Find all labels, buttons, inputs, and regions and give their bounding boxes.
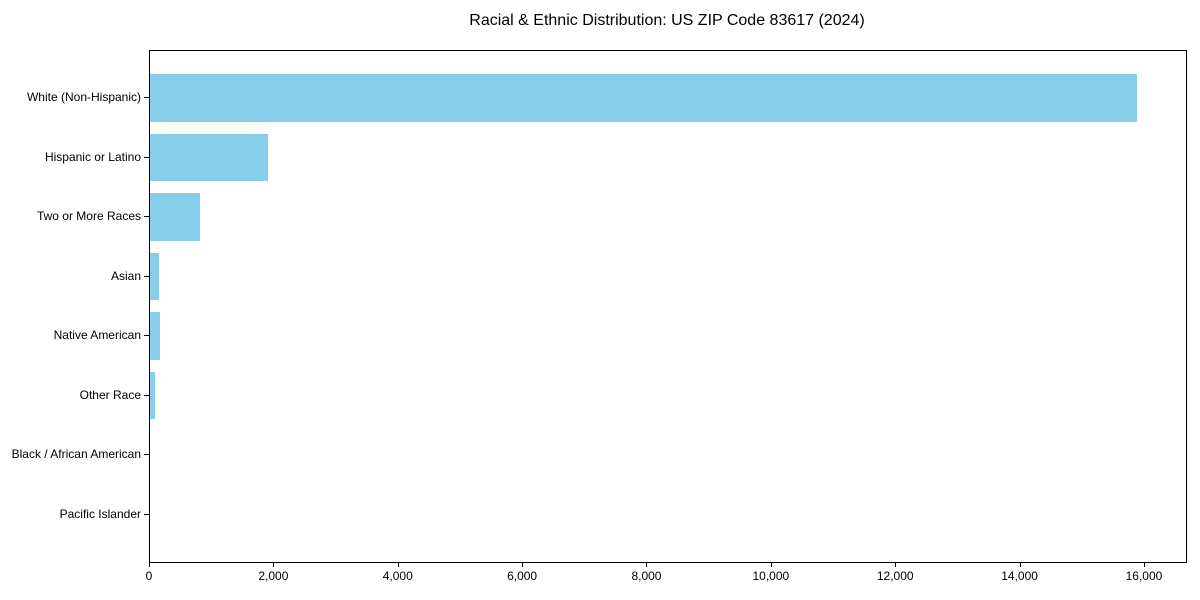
bar-hispanic-or-latino [150, 133, 269, 182]
y-tick-label: Hispanic or Latino [44, 149, 141, 164]
bar-white-non-hispanic [150, 74, 1137, 122]
x-tick-label: 14,000 [1001, 569, 1038, 583]
y-tick-mark [144, 156, 149, 158]
x-tick-mark [1019, 562, 1021, 567]
y-tick-label: Pacific Islander [59, 506, 141, 521]
x-tick-label: 2,000 [258, 569, 289, 583]
bar-native-american [150, 312, 160, 360]
y-tick-label: Native American [53, 328, 141, 342]
y-tick-mark [144, 454, 149, 455]
x-tick-mark [149, 562, 150, 567]
y-tick-label: Other Race [79, 387, 141, 402]
y-tick-label: Black / African American [11, 447, 141, 461]
y-tick-mark [144, 275, 149, 277]
x-tick-label: 6,000 [507, 569, 538, 583]
y-tick-label: White (Non-Hispanic) [26, 90, 141, 104]
x-tick-mark [770, 562, 772, 567]
y-tick-mark [144, 394, 149, 396]
y-tick-mark [144, 513, 149, 515]
y-tick-label: Asian [110, 268, 141, 283]
bar-other-race [150, 371, 156, 420]
x-tick-label: 8,000 [631, 569, 662, 583]
x-tick-mark [273, 562, 275, 567]
y-tick-mark [144, 335, 149, 336]
bar-two-or-more-races [150, 193, 200, 241]
chart-title: Racial & Ethnic Distribution: US ZIP Cod… [469, 12, 865, 29]
x-tick-mark [522, 562, 524, 567]
x-tick-label: 0 [145, 569, 153, 583]
x-tick-mark [1143, 562, 1145, 567]
y-tick-mark [144, 216, 149, 217]
x-tick-label: 12,000 [876, 569, 914, 583]
x-tick-label: 4,000 [382, 569, 413, 583]
y-tick-label: Two or More Races [36, 209, 141, 223]
x-tick-mark [895, 562, 897, 567]
x-tick-label: 16,000 [1125, 569, 1163, 583]
bar-asian [150, 252, 160, 301]
x-tick-mark [397, 562, 399, 567]
y-tick-mark [144, 97, 149, 98]
x-tick-label: 10,000 [752, 569, 790, 583]
plot-area [149, 50, 1187, 563]
x-tick-mark [646, 562, 648, 567]
